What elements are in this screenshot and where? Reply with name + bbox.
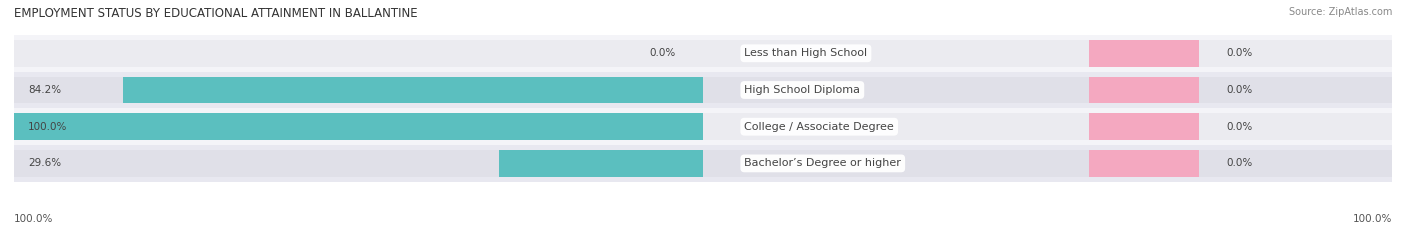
Bar [14, 113, 703, 140]
Bar [122, 77, 703, 103]
Bar [14, 113, 1392, 140]
Bar [499, 150, 703, 177]
Text: 0.0%: 0.0% [650, 48, 675, 58]
Text: 0.0%: 0.0% [1226, 122, 1253, 132]
Text: 100.0%: 100.0% [1353, 214, 1392, 224]
Bar [1088, 77, 1199, 103]
Text: 84.2%: 84.2% [28, 85, 60, 95]
Text: 29.6%: 29.6% [28, 158, 60, 168]
Bar [14, 150, 1392, 177]
Text: Less than High School: Less than High School [744, 48, 868, 58]
Text: EMPLOYMENT STATUS BY EDUCATIONAL ATTAINMENT IN BALLANTINE: EMPLOYMENT STATUS BY EDUCATIONAL ATTAINM… [14, 7, 418, 20]
Bar [1088, 40, 1199, 66]
Bar [14, 72, 1392, 108]
Bar [14, 35, 1392, 72]
Bar [14, 108, 1392, 145]
Text: 0.0%: 0.0% [1226, 158, 1253, 168]
Bar [14, 145, 1392, 182]
Text: College / Associate Degree: College / Associate Degree [744, 122, 894, 132]
Text: Bachelor’s Degree or higher: Bachelor’s Degree or higher [744, 158, 901, 168]
Bar [1088, 150, 1199, 177]
Text: Source: ZipAtlas.com: Source: ZipAtlas.com [1288, 7, 1392, 17]
Bar [14, 40, 1392, 66]
Text: 100.0%: 100.0% [14, 214, 53, 224]
Text: 100.0%: 100.0% [28, 122, 67, 132]
Text: High School Diploma: High School Diploma [744, 85, 860, 95]
Text: 0.0%: 0.0% [1226, 85, 1253, 95]
Bar [1088, 113, 1199, 140]
Text: 0.0%: 0.0% [1226, 48, 1253, 58]
Bar [14, 77, 1392, 103]
